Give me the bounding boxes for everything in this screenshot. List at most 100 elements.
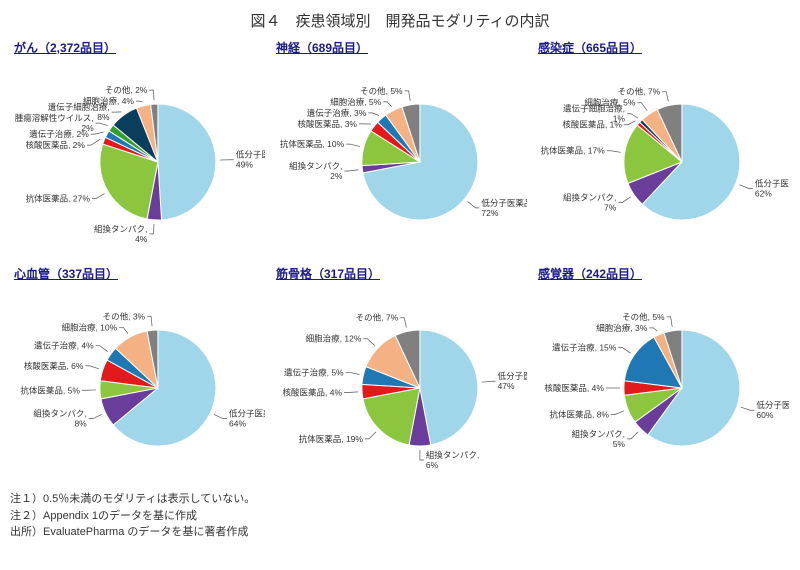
slice-leader xyxy=(344,392,358,393)
slice-label: その他, 5% xyxy=(360,86,403,96)
slice-leader xyxy=(649,328,657,331)
slice-label: 組換タンパク,8% xyxy=(33,409,87,429)
slice-leader xyxy=(667,317,673,327)
slice-leader xyxy=(147,316,152,326)
figure-title: 図４ 疾患領域別 開発品モダリティの内訳 xyxy=(10,10,790,31)
slice-leader xyxy=(405,91,411,101)
slice-label: その他, 5% xyxy=(622,312,665,322)
slice-label: 低分子医薬品,72% xyxy=(481,198,527,218)
pie-chart: その他, 3%細胞治療, 10% 遺伝子治療, 4% 核酸医薬品, 6% 抗体医薬品,… xyxy=(10,284,265,484)
pie-chart: その他, 2%細胞治療, 4%遺伝子細胞治療,8%腫瘍溶解性ウイルス,2%遺伝子… xyxy=(10,58,265,258)
slice-leader xyxy=(368,113,379,116)
pie-chart: その他, 7% 細胞治療, 12% 遺伝子治療, 5% 核酸医薬品, 4% 抗体医薬品,… xyxy=(272,284,527,484)
slice-leader xyxy=(346,372,360,374)
chart-title: 筋骨格（317品目） xyxy=(276,265,528,282)
chart-muscskel: 筋骨格（317品目） その他, 7% 細胞治療, 12% 遺伝子治療, 5% 核酸医薬… xyxy=(272,265,528,485)
slice-leader xyxy=(89,414,102,418)
footnote-line: 出所）EvaluatePharma のデータを基に著者作成 xyxy=(10,524,790,541)
slice-label: 組換タンパク,2% xyxy=(289,161,343,181)
slice-leader xyxy=(365,432,376,439)
footnote-line: 注１）0.5％未満のモダリティは表示していない。 xyxy=(10,491,790,508)
slice-label: 組換タンパク,4% xyxy=(94,224,148,244)
slice-leader xyxy=(149,90,154,100)
slice-leader xyxy=(136,101,142,102)
slice-label: 抗体医薬品, 8% xyxy=(549,410,609,420)
slice-leader xyxy=(662,92,668,102)
slice-leader xyxy=(627,114,638,118)
slice-leader xyxy=(627,432,638,439)
slice-label: 抗体医薬品, 19% xyxy=(299,434,364,444)
slice-leader xyxy=(400,318,406,328)
slice-label: 細胞治療, 5% xyxy=(330,97,381,107)
slice-leader xyxy=(741,407,755,410)
slice-label: その他, 3% xyxy=(103,311,146,321)
slice-label: 遺伝子治療, 15% xyxy=(552,343,617,353)
slice-label: 細胞治療, 10% xyxy=(61,322,117,332)
slice-leader xyxy=(214,414,227,418)
slice-leader xyxy=(346,144,360,146)
slice-label: 細胞治療, 12% xyxy=(306,334,362,344)
slice-label: 低分子医薬品,47% xyxy=(498,371,527,391)
chart-title: 神経（689品目） xyxy=(276,39,528,56)
slice-leader xyxy=(637,103,647,111)
chart-sensory: 感覚器（242品目） その他, 5%細胞治療, 3% 遺伝子治療, 15% 核酸医薬… xyxy=(534,265,790,485)
slice-label: 核酸医薬品, 3% xyxy=(297,119,357,129)
slice-leader xyxy=(87,139,100,145)
slice-label: 組換タンパク,6% xyxy=(426,450,479,470)
chart-infectious: 感染症（665品目） その他, 7%細胞治療, 5%遺伝子細胞治療,1%核酸医薬… xyxy=(534,39,790,259)
slice-leader xyxy=(482,381,496,382)
slice-leader xyxy=(85,366,99,369)
slice-label: 遺伝子治療, 3% xyxy=(307,108,367,118)
slice-leader xyxy=(363,339,374,346)
chart-title: 感覚器（242品目） xyxy=(538,265,790,282)
chart-title: 心血管（337品目） xyxy=(14,265,266,282)
chart-cardio: 心血管（337品目） その他, 3%細胞治療, 10% 遺伝子治療, 4% 核酸医薬… xyxy=(10,265,266,485)
slice-label: 低分子医薬品,64% xyxy=(229,409,265,429)
slice-label: 核酸医薬品, 1% xyxy=(562,120,622,130)
slice-label: 低分子医薬品,62% xyxy=(755,179,789,199)
chart-neuro: 神経（689品目） その他, 5%細胞治療, 5%遺伝子治療, 3%核酸医薬品,… xyxy=(272,39,528,259)
slice-leader xyxy=(607,151,621,153)
slice-label: 組換タンパク,7% xyxy=(563,192,617,212)
slice-label: 遺伝子治療, 5% xyxy=(284,367,344,377)
pie-slice-low_mol xyxy=(420,330,478,445)
slice-label: 抗体医薬品, 17% xyxy=(541,146,606,156)
slice-leader xyxy=(119,327,128,333)
slice-label: 抗体医薬品, 27% xyxy=(26,194,91,204)
slice-label: 核酸医薬品, 2% xyxy=(25,140,85,150)
slice-label: 低分子医薬品,49% xyxy=(236,150,265,170)
slice-label: 抗体医薬品, 5% xyxy=(20,385,80,395)
slice-label: 遺伝子治療, 4% xyxy=(34,341,94,351)
slice-label: 低分子医薬品,60% xyxy=(756,400,789,420)
slice-label: 核酸医薬品, 4% xyxy=(283,388,343,398)
slice-label: その他, 2% xyxy=(105,85,148,95)
slice-leader xyxy=(618,197,630,203)
chart-cancer: がん（2,372品目） その他, 2%細胞治療, 4%遺伝子細胞治療,8%腫瘍溶… xyxy=(10,39,266,259)
slice-label: その他, 7% xyxy=(356,313,399,323)
slice-label: 細胞治療, 3% xyxy=(596,323,647,333)
pie-chart: その他, 7%細胞治療, 5%遺伝子細胞治療,1%核酸医薬品, 1%抗体医薬品,… xyxy=(534,58,789,258)
pie-slice-low_mol xyxy=(158,104,216,220)
slice-label: 核酸医薬品, 4% xyxy=(544,383,604,393)
chart-title: がん（2,372品目） xyxy=(14,39,266,56)
pie-chart: その他, 5%細胞治療, 5%遺伝子治療, 3%核酸医薬品, 3% 抗体医薬品, … xyxy=(272,58,527,258)
slice-label: 組換タンパク,5% xyxy=(572,429,626,449)
slice-label: 遺伝子治療, 2% xyxy=(29,129,89,139)
slice-leader xyxy=(468,202,480,208)
slice-leader xyxy=(420,450,424,460)
footnotes: 注１）0.5％未満のモダリティは表示していない。 注２）Appendix 1のデ… xyxy=(10,491,790,541)
slice-leader xyxy=(344,170,358,171)
slice-leader xyxy=(611,411,624,415)
slice-label: 核酸医薬品, 6% xyxy=(24,361,84,371)
slice-label: その他, 7% xyxy=(618,87,661,97)
slice-leader xyxy=(618,348,630,354)
footnote-line: 注２）Appendix 1のデータを基に作成 xyxy=(10,508,790,525)
slice-leader xyxy=(624,121,636,125)
slice-leader xyxy=(740,185,753,189)
slice-leader xyxy=(96,346,108,352)
slice-leader xyxy=(96,123,108,125)
chart-title: 感染症（665品目） xyxy=(538,39,790,56)
slice-leader xyxy=(383,102,392,107)
pie-chart: その他, 5%細胞治療, 3% 遺伝子治療, 15% 核酸医薬品, 4% 抗体医薬品,… xyxy=(534,284,789,484)
slice-label: 抗体医薬品, 10% xyxy=(280,139,345,149)
